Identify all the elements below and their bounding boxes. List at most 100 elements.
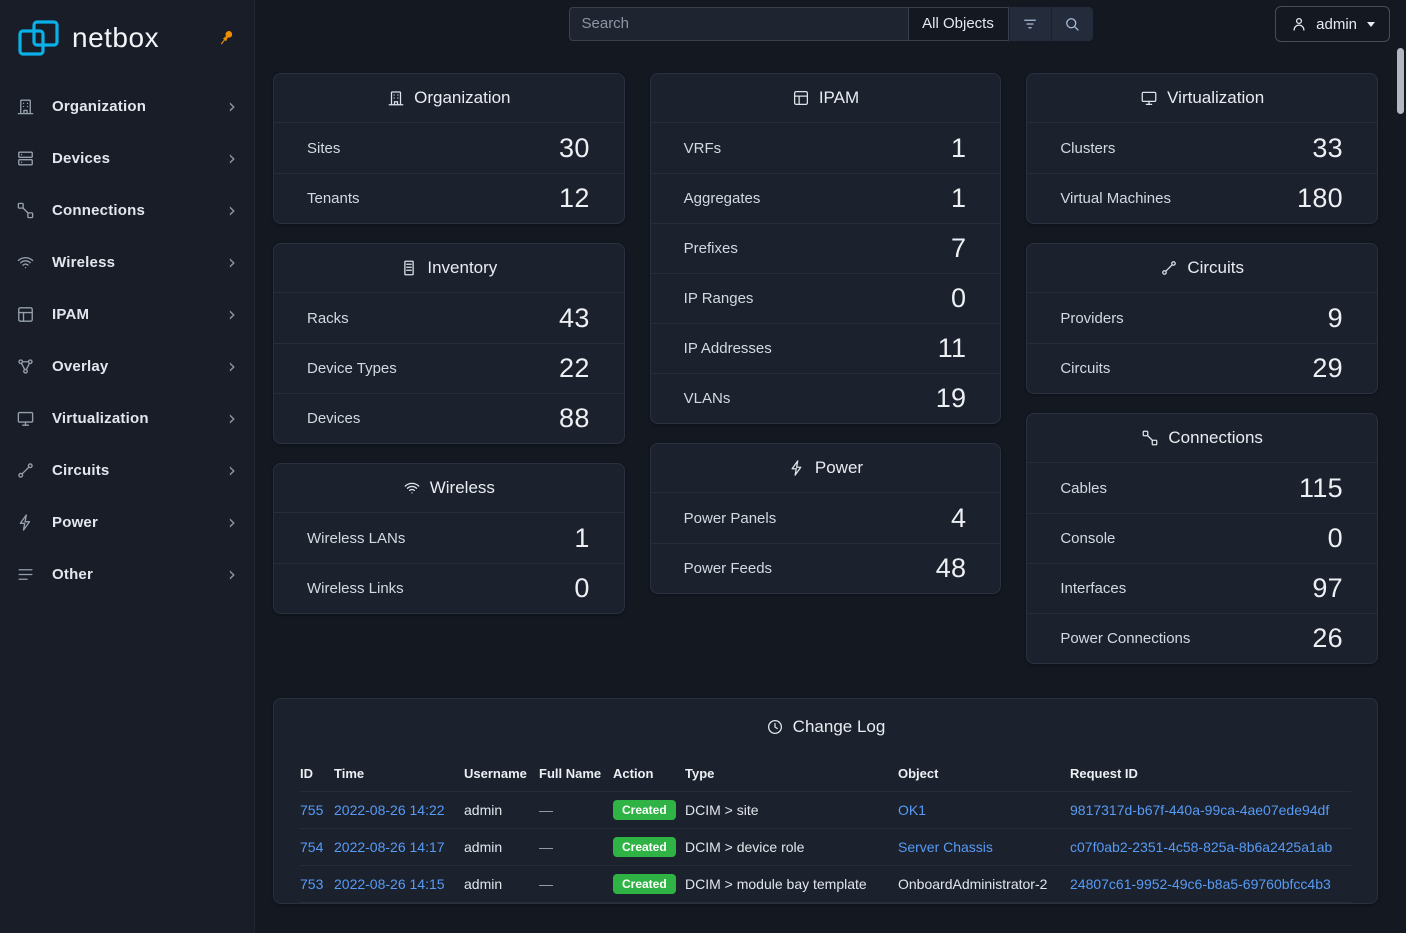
sidebar-item-label: Power	[52, 514, 98, 531]
object-link[interactable]: OK1	[898, 802, 926, 818]
rack-icon	[400, 259, 418, 277]
column-header: Action	[613, 755, 685, 792]
card-header: Virtualization	[1027, 74, 1377, 123]
brand-name[interactable]: netbox	[72, 22, 159, 54]
wireless-card: Wireless Wireless LANs 1 Wireless Links	[273, 463, 625, 614]
stat-list: Sites 30 Tenants 12	[274, 123, 624, 223]
card-header: Power	[651, 444, 1001, 493]
stat-label[interactable]: Racks	[307, 310, 349, 327]
changelog-table: IDTimeUsernameFull NameActionTypeObjectR…	[274, 755, 1377, 903]
stat-label[interactable]: VLANs	[684, 390, 731, 407]
sidebar-item-other[interactable]: Other ›	[0, 548, 254, 600]
stat-label[interactable]: Cables	[1060, 480, 1107, 497]
sidebar-item-circuits[interactable]: Circuits ›	[0, 444, 254, 496]
stat-row: Virtual Machines 180	[1027, 173, 1377, 223]
stat-row: IP Ranges 0	[651, 273, 1001, 323]
stat-label[interactable]: Circuits	[1060, 360, 1110, 377]
stat-value: 0	[574, 573, 589, 604]
object-link[interactable]: OnboardAdministrator-2	[898, 876, 1047, 892]
stat-row: Aggregates 1	[651, 173, 1001, 223]
stat-label[interactable]: Power Feeds	[684, 560, 772, 577]
search-submit-button[interactable]	[1051, 7, 1093, 41]
change-time-link[interactable]: 2022-08-26 14:22	[334, 802, 445, 818]
stat-value: 22	[559, 353, 590, 384]
pin-sidebar-icon[interactable]	[216, 28, 236, 48]
change-id-link[interactable]: 755	[300, 802, 323, 818]
wifi-icon	[16, 253, 38, 272]
stat-label[interactable]: Prefixes	[684, 240, 738, 257]
username-cell: admin	[464, 829, 539, 866]
dashboard-column-2: IPAM VRFs 1 Aggregates 1	[650, 73, 1002, 594]
user-menu-button[interactable]: admin	[1275, 6, 1390, 42]
column-header: Time	[334, 755, 464, 792]
netbox-logo-icon[interactable]	[16, 18, 62, 58]
action-badge: Created	[613, 837, 676, 857]
username-cell: admin	[464, 792, 539, 829]
stat-label[interactable]: Devices	[307, 410, 360, 427]
stat-label[interactable]: VRFs	[684, 140, 722, 157]
search-input[interactable]	[569, 7, 908, 41]
sidebar-item-devices[interactable]: Devices ›	[0, 132, 254, 184]
object-link[interactable]: Server Chassis	[898, 839, 993, 855]
organization-card: Organization Sites 30 Tenants 12	[273, 73, 625, 224]
card-title: Wireless	[430, 478, 495, 498]
stat-value: 7	[951, 233, 966, 264]
request-id-link[interactable]: c07f0ab2-2351-4c58-825a-8b6a2425a1ab	[1070, 839, 1332, 855]
stat-label[interactable]: IP Ranges	[684, 290, 754, 307]
stat-row: IP Addresses 11	[651, 323, 1001, 373]
stat-label[interactable]: Virtual Machines	[1060, 190, 1171, 207]
action-badge: Created	[613, 874, 676, 894]
stat-list: Clusters 33 Virtual Machines 180	[1027, 123, 1377, 223]
stat-row: Power Feeds 48	[651, 543, 1001, 593]
circuits-card: Circuits Providers 9 Circuits 29	[1026, 243, 1378, 394]
column-header: Username	[464, 755, 539, 792]
stat-label[interactable]: Power Panels	[684, 510, 777, 527]
chevron-right-icon: ›	[228, 252, 236, 272]
sidebar-item-label: Virtualization	[52, 410, 149, 427]
filter-button[interactable]	[1009, 7, 1051, 41]
column-header: Type	[685, 755, 898, 792]
object-type-dropdown[interactable]: All Objects	[908, 7, 1009, 41]
sidebar-item-virtualization[interactable]: Virtualization ›	[0, 392, 254, 444]
change-time-link[interactable]: 2022-08-26 14:17	[334, 839, 445, 855]
stat-value: 26	[1312, 623, 1343, 654]
monitor-icon	[16, 409, 38, 428]
stat-label[interactable]: Wireless Links	[307, 580, 404, 597]
stat-label[interactable]: Tenants	[307, 190, 360, 207]
stat-value: 0	[1328, 523, 1343, 554]
stat-label[interactable]: Wireless LANs	[307, 530, 405, 547]
card-title: Inventory	[427, 258, 497, 278]
chevron-right-icon: ›	[228, 148, 236, 168]
stat-label[interactable]: Console	[1060, 530, 1115, 547]
stat-label[interactable]: Device Types	[307, 360, 397, 377]
stat-label[interactable]: Sites	[307, 140, 340, 157]
sidebar-item-organization[interactable]: Organization ›	[0, 80, 254, 132]
sidebar-item-ipam[interactable]: IPAM ›	[0, 288, 254, 340]
change-id-link[interactable]: 753	[300, 876, 323, 892]
stat-label[interactable]: Clusters	[1060, 140, 1115, 157]
change-id-link[interactable]: 754	[300, 839, 323, 855]
sidebar-item-wireless[interactable]: Wireless ›	[0, 236, 254, 288]
sidebar-item-power[interactable]: Power ›	[0, 496, 254, 548]
sidebar-item-overlay[interactable]: Overlay ›	[0, 340, 254, 392]
full-name-cell: —	[539, 792, 613, 829]
request-id-link[interactable]: 24807c61-9952-49c6-b8a5-69760bfcc4b3	[1070, 876, 1331, 892]
stat-label[interactable]: Interfaces	[1060, 580, 1126, 597]
scrollbar[interactable]	[1397, 48, 1404, 114]
topbar: All Objects admin	[255, 0, 1406, 47]
sidebar-item-connections[interactable]: Connections ›	[0, 184, 254, 236]
search-icon	[1063, 15, 1081, 33]
stat-label[interactable]: IP Addresses	[684, 340, 772, 357]
stat-label[interactable]: Aggregates	[684, 190, 761, 207]
full-name-cell: —	[539, 829, 613, 866]
stat-list: Cables 115 Console 0 Interfaces 97	[1027, 463, 1377, 663]
connections-card: Connections Cables 115 Console 0	[1026, 413, 1378, 664]
server-icon	[16, 149, 38, 168]
card-header: Connections	[1027, 414, 1377, 463]
request-id-link[interactable]: 9817317d-b67f-440a-99ca-4ae07ede94df	[1070, 802, 1329, 818]
stat-label[interactable]: Power Connections	[1060, 630, 1190, 647]
cable-icon	[16, 201, 38, 220]
change-time-link[interactable]: 2022-08-26 14:15	[334, 876, 445, 892]
stat-label[interactable]: Providers	[1060, 310, 1123, 327]
card-title: Organization	[414, 88, 510, 108]
